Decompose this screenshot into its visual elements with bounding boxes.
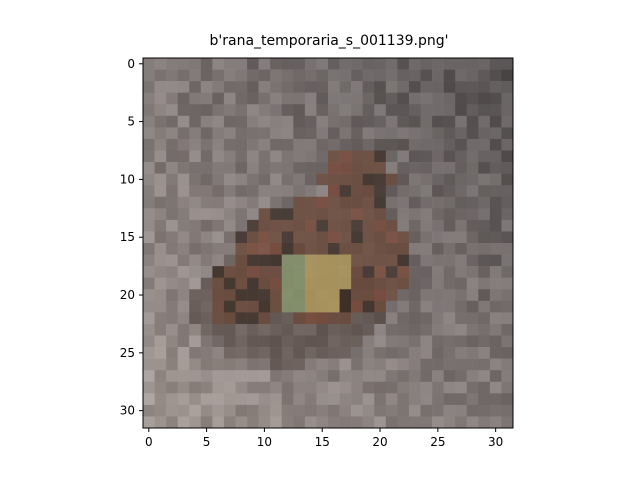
x-tick-label: 15 [315, 435, 330, 449]
x-axis-ticks: 0 5 10 15 20 25 30 [145, 428, 503, 449]
axes-frame [142, 57, 514, 429]
y-tick-label: 5 [127, 115, 135, 129]
figure-title: b'rana_temporaria_s_001139.png' [209, 33, 449, 49]
x-tick-label: 25 [430, 435, 445, 449]
x-tick-label: 30 [488, 435, 503, 449]
x-tick-label: 0 [145, 435, 153, 449]
y-tick-label: 0 [127, 57, 135, 71]
y-tick-label: 10 [120, 172, 135, 186]
y-tick-label: 15 [120, 230, 135, 244]
x-tick-label: 10 [257, 435, 272, 449]
y-axis-ticks: 0 5 10 15 20 25 30 [120, 57, 143, 418]
pixel-image [143, 58, 514, 429]
y-tick-label: 30 [120, 404, 135, 418]
x-tick-label: 20 [372, 435, 387, 449]
y-tick-label: 20 [120, 288, 135, 302]
x-tick-label: 5 [203, 435, 211, 449]
y-tick-label: 25 [120, 346, 135, 360]
